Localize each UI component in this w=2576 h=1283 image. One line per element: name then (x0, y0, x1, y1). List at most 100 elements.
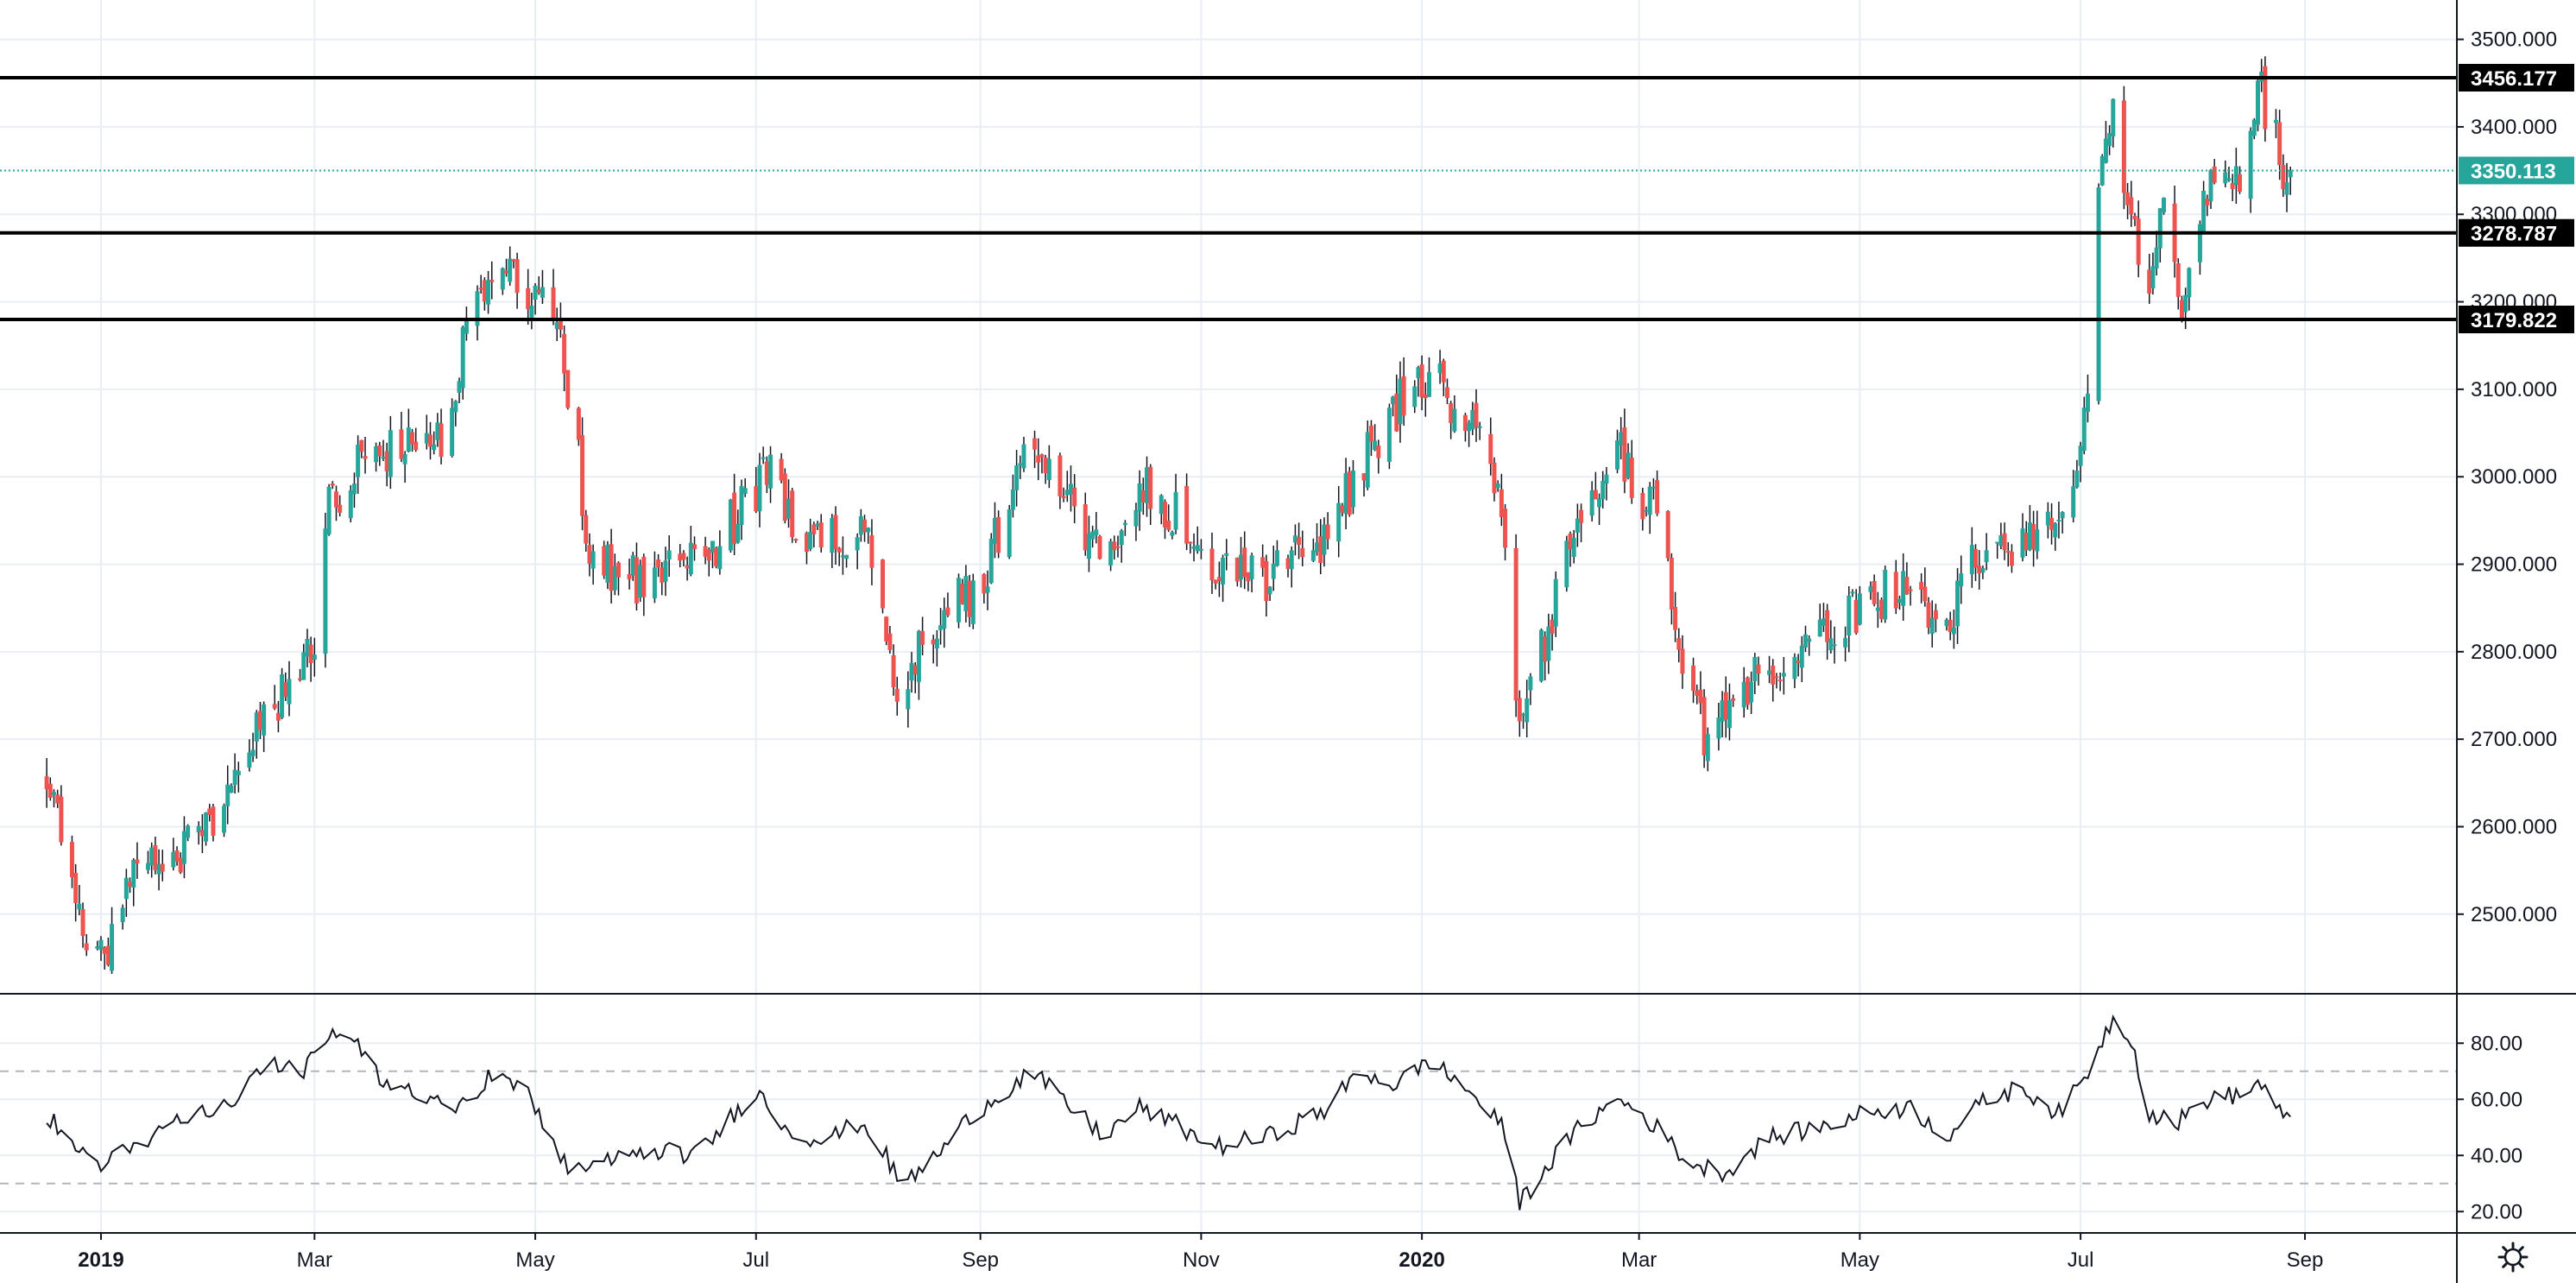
candle-body (257, 711, 262, 730)
candle-body (427, 434, 432, 447)
candle-body (1521, 714, 1526, 717)
candle-body (2154, 247, 2159, 269)
candle-body (1343, 472, 1348, 514)
candle-body (1951, 627, 1956, 635)
candle-body (811, 524, 817, 534)
candle-body (666, 550, 672, 560)
candle-body (1014, 465, 1020, 490)
candle-body (1467, 422, 1472, 432)
price-tick-label: 2700.000 (2471, 728, 2557, 751)
candle-body (529, 305, 534, 318)
candle-body (1893, 572, 1898, 609)
candle-body (1209, 548, 1215, 581)
oscillator-line (46, 1014, 2291, 1210)
candle-body (2132, 215, 2137, 220)
candle-body (1325, 524, 1330, 540)
candle-body (1239, 554, 1244, 580)
candle-body (2031, 523, 2036, 550)
candle-body (1919, 582, 1924, 591)
candle-body (1847, 595, 1852, 635)
candle-body (584, 515, 589, 544)
candle-body (2281, 165, 2286, 190)
candle-body (818, 522, 824, 548)
candle-body (1064, 490, 1070, 496)
candle-body (526, 288, 531, 309)
candle-body (942, 610, 947, 629)
candle-body (504, 270, 509, 274)
last-price-tag (2459, 156, 2574, 185)
candle-body (381, 456, 386, 459)
price-tick-label: 2500.000 (2471, 903, 2557, 926)
candle-body (703, 546, 708, 557)
candle-body (681, 553, 686, 560)
candle-body (2248, 130, 2253, 199)
price-tags: 3456.177 3278.787 3179.822 3350.113 (2459, 63, 2574, 334)
time-tick-label: Mar (297, 1248, 332, 1272)
candle-body (1094, 529, 1099, 535)
candle-body (236, 770, 241, 776)
candle-body (710, 540, 715, 553)
candle-body (1853, 599, 1859, 634)
candle-body (815, 523, 820, 527)
candle-body (1984, 550, 1989, 563)
candle-body (1495, 483, 1500, 489)
gear-tooth (2518, 1246, 2524, 1252)
candle-body (565, 370, 571, 408)
candle-body (580, 435, 585, 516)
candle-body (2179, 300, 2184, 319)
price-tick-label: 2800.000 (2471, 641, 2557, 664)
candle-body (840, 555, 845, 558)
candle-body (2273, 119, 2278, 123)
candle-body (1285, 558, 1291, 569)
time-axis[interactable]: 2019 Mar May Jul Sep Nov 2020 Mar May Jul Sep (78, 1233, 2323, 1272)
candle-body (1593, 490, 1598, 500)
candle-body (2103, 138, 2108, 163)
candle-body (2035, 529, 2040, 552)
candle-body (2045, 511, 2050, 526)
candle-body (764, 461, 769, 485)
candle-body (1977, 566, 1982, 574)
candle-body (1774, 676, 1779, 679)
settings-gear-icon[interactable] (2497, 1242, 2529, 1273)
candle-body (1292, 535, 1297, 543)
candle-body (869, 535, 874, 568)
candle-body (656, 559, 661, 568)
horizontal-levels (0, 75, 2457, 322)
candle-body (1980, 568, 1986, 573)
candle-body (1745, 677, 1750, 705)
candle-body (1695, 690, 1700, 696)
candle-body (830, 518, 835, 553)
candle-body (1039, 454, 1045, 458)
candle-body (887, 633, 893, 650)
candle-body (174, 850, 180, 862)
candle-body (2085, 393, 2090, 412)
candle-body (1771, 666, 1776, 685)
candle-body (280, 674, 285, 718)
candle-body (1680, 648, 1685, 674)
candle-body (59, 796, 64, 843)
candle-body (178, 857, 183, 873)
candle-body (1832, 644, 1837, 647)
candle-body (1644, 509, 1649, 512)
candle-body (1115, 546, 1121, 548)
candle-body (1546, 626, 1551, 661)
candle-body (2230, 182, 2235, 190)
gear-tooth (2518, 1262, 2524, 1268)
candle-body (1655, 480, 1660, 514)
candle-body (757, 465, 762, 512)
candle-body (2233, 166, 2238, 186)
candle-body (1944, 619, 1949, 627)
candle-body (1488, 433, 1493, 465)
candle-body (356, 445, 361, 477)
candle-body (47, 783, 53, 799)
candle-body (2226, 178, 2232, 181)
price-tick-label: 2900.000 (2471, 553, 2557, 577)
oscillator-axis[interactable]: 20.00 40.00 60.00 80.00 (2457, 1032, 2522, 1223)
candle-body (862, 519, 868, 533)
candle-body (1340, 505, 1345, 513)
candle-body (1166, 521, 1171, 530)
candle-body (2009, 552, 2014, 566)
candle-body (1090, 531, 1095, 540)
candle-body (736, 523, 741, 543)
